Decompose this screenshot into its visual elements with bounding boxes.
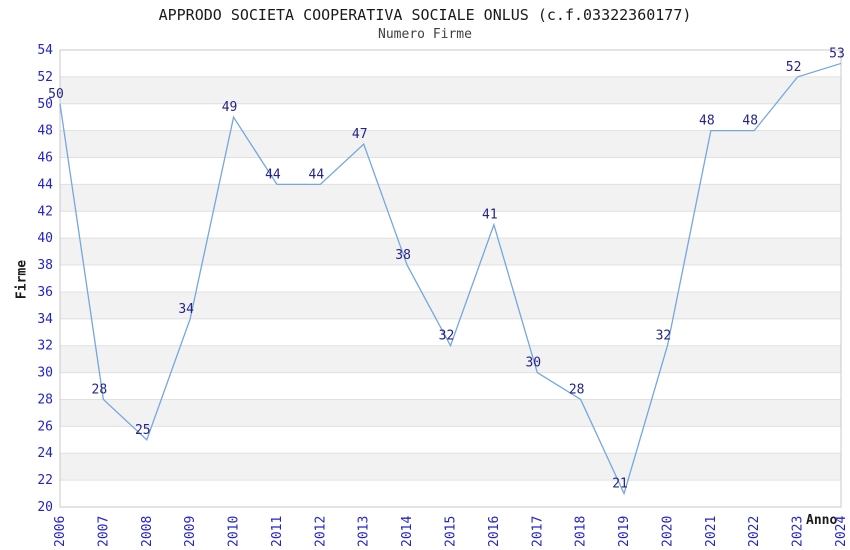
point-label: 32 xyxy=(439,329,455,344)
background-band xyxy=(60,291,841,319)
x-tick-label: 2007 xyxy=(96,516,111,547)
point-label: 47 xyxy=(352,127,368,142)
point-label: 38 xyxy=(395,248,411,263)
point-label: 44 xyxy=(265,167,281,182)
x-tick-label: 2016 xyxy=(487,516,502,547)
y-tick-label: 36 xyxy=(37,285,53,300)
background-band xyxy=(60,453,841,481)
x-tick-label: 2012 xyxy=(313,516,328,547)
x-tick-label: 2021 xyxy=(704,516,719,547)
point-label: 34 xyxy=(178,302,194,317)
y-tick-label: 48 xyxy=(37,124,53,139)
point-label: 28 xyxy=(569,382,585,397)
x-tick-label: 2015 xyxy=(444,516,459,547)
point-label: 41 xyxy=(482,208,498,223)
background-band xyxy=(60,345,841,373)
point-label: 48 xyxy=(699,114,715,129)
point-label: 48 xyxy=(742,114,758,129)
y-tick-label: 24 xyxy=(37,446,53,461)
background-band xyxy=(60,76,841,104)
plot-border xyxy=(59,49,842,508)
chart-title: APPRODO SOCIETA COOPERATIVA SOCIALE ONLU… xyxy=(158,6,692,24)
background-band xyxy=(60,184,841,212)
y-tick-label: 32 xyxy=(37,339,53,354)
point-label: 50 xyxy=(48,87,64,102)
y-tick-label: 40 xyxy=(37,231,53,246)
x-tick-label: 2010 xyxy=(227,516,242,547)
x-tick-label: 2006 xyxy=(53,516,68,547)
x-tick-label: 2011 xyxy=(270,516,285,547)
y-tick-label: 52 xyxy=(37,70,53,85)
point-label: 25 xyxy=(135,423,151,438)
background-band xyxy=(60,238,841,266)
x-tick-label: 2009 xyxy=(183,516,198,547)
x-tick-label: 2014 xyxy=(400,516,415,547)
x-tick-label: 2022 xyxy=(747,516,762,547)
background-band xyxy=(60,399,841,427)
x-axis-label: Anno xyxy=(806,513,838,528)
x-tick-label: 2024 xyxy=(834,516,849,547)
background-band xyxy=(60,130,841,158)
y-tick-label: 26 xyxy=(37,419,53,434)
y-tick-label: 54 xyxy=(37,43,53,58)
point-label: 32 xyxy=(656,329,672,344)
x-tick-label: 2023 xyxy=(791,516,806,547)
point-label: 30 xyxy=(525,356,541,371)
x-tick-label: 2020 xyxy=(660,516,675,547)
y-tick-label: 28 xyxy=(37,392,53,407)
y-tick-label: 44 xyxy=(37,177,53,192)
chart-subtitle: Numero Firme xyxy=(378,27,472,42)
point-label: 44 xyxy=(309,167,325,182)
x-tick-label: 2013 xyxy=(357,516,372,547)
y-tick-label: 20 xyxy=(37,500,53,515)
x-tick-label: 2018 xyxy=(574,516,589,547)
y-tick-label: 42 xyxy=(37,204,53,219)
y-tick-label: 22 xyxy=(37,473,53,488)
point-label: 21 xyxy=(612,477,628,492)
x-tick-label: 2019 xyxy=(617,516,632,547)
y-tick-label: 46 xyxy=(37,151,53,166)
y-tick-label: 38 xyxy=(37,258,53,273)
point-label: 52 xyxy=(786,60,802,75)
point-label: 53 xyxy=(829,46,845,61)
point-label: 49 xyxy=(222,100,238,115)
data-line xyxy=(59,62,842,496)
y-tick-label: 34 xyxy=(37,312,53,327)
x-tick-label: 2008 xyxy=(140,516,155,547)
y-tick-label: 50 xyxy=(37,97,53,112)
point-label: 28 xyxy=(92,382,108,397)
y-tick-label: 30 xyxy=(37,366,53,381)
x-tick-label: 2017 xyxy=(530,516,545,547)
